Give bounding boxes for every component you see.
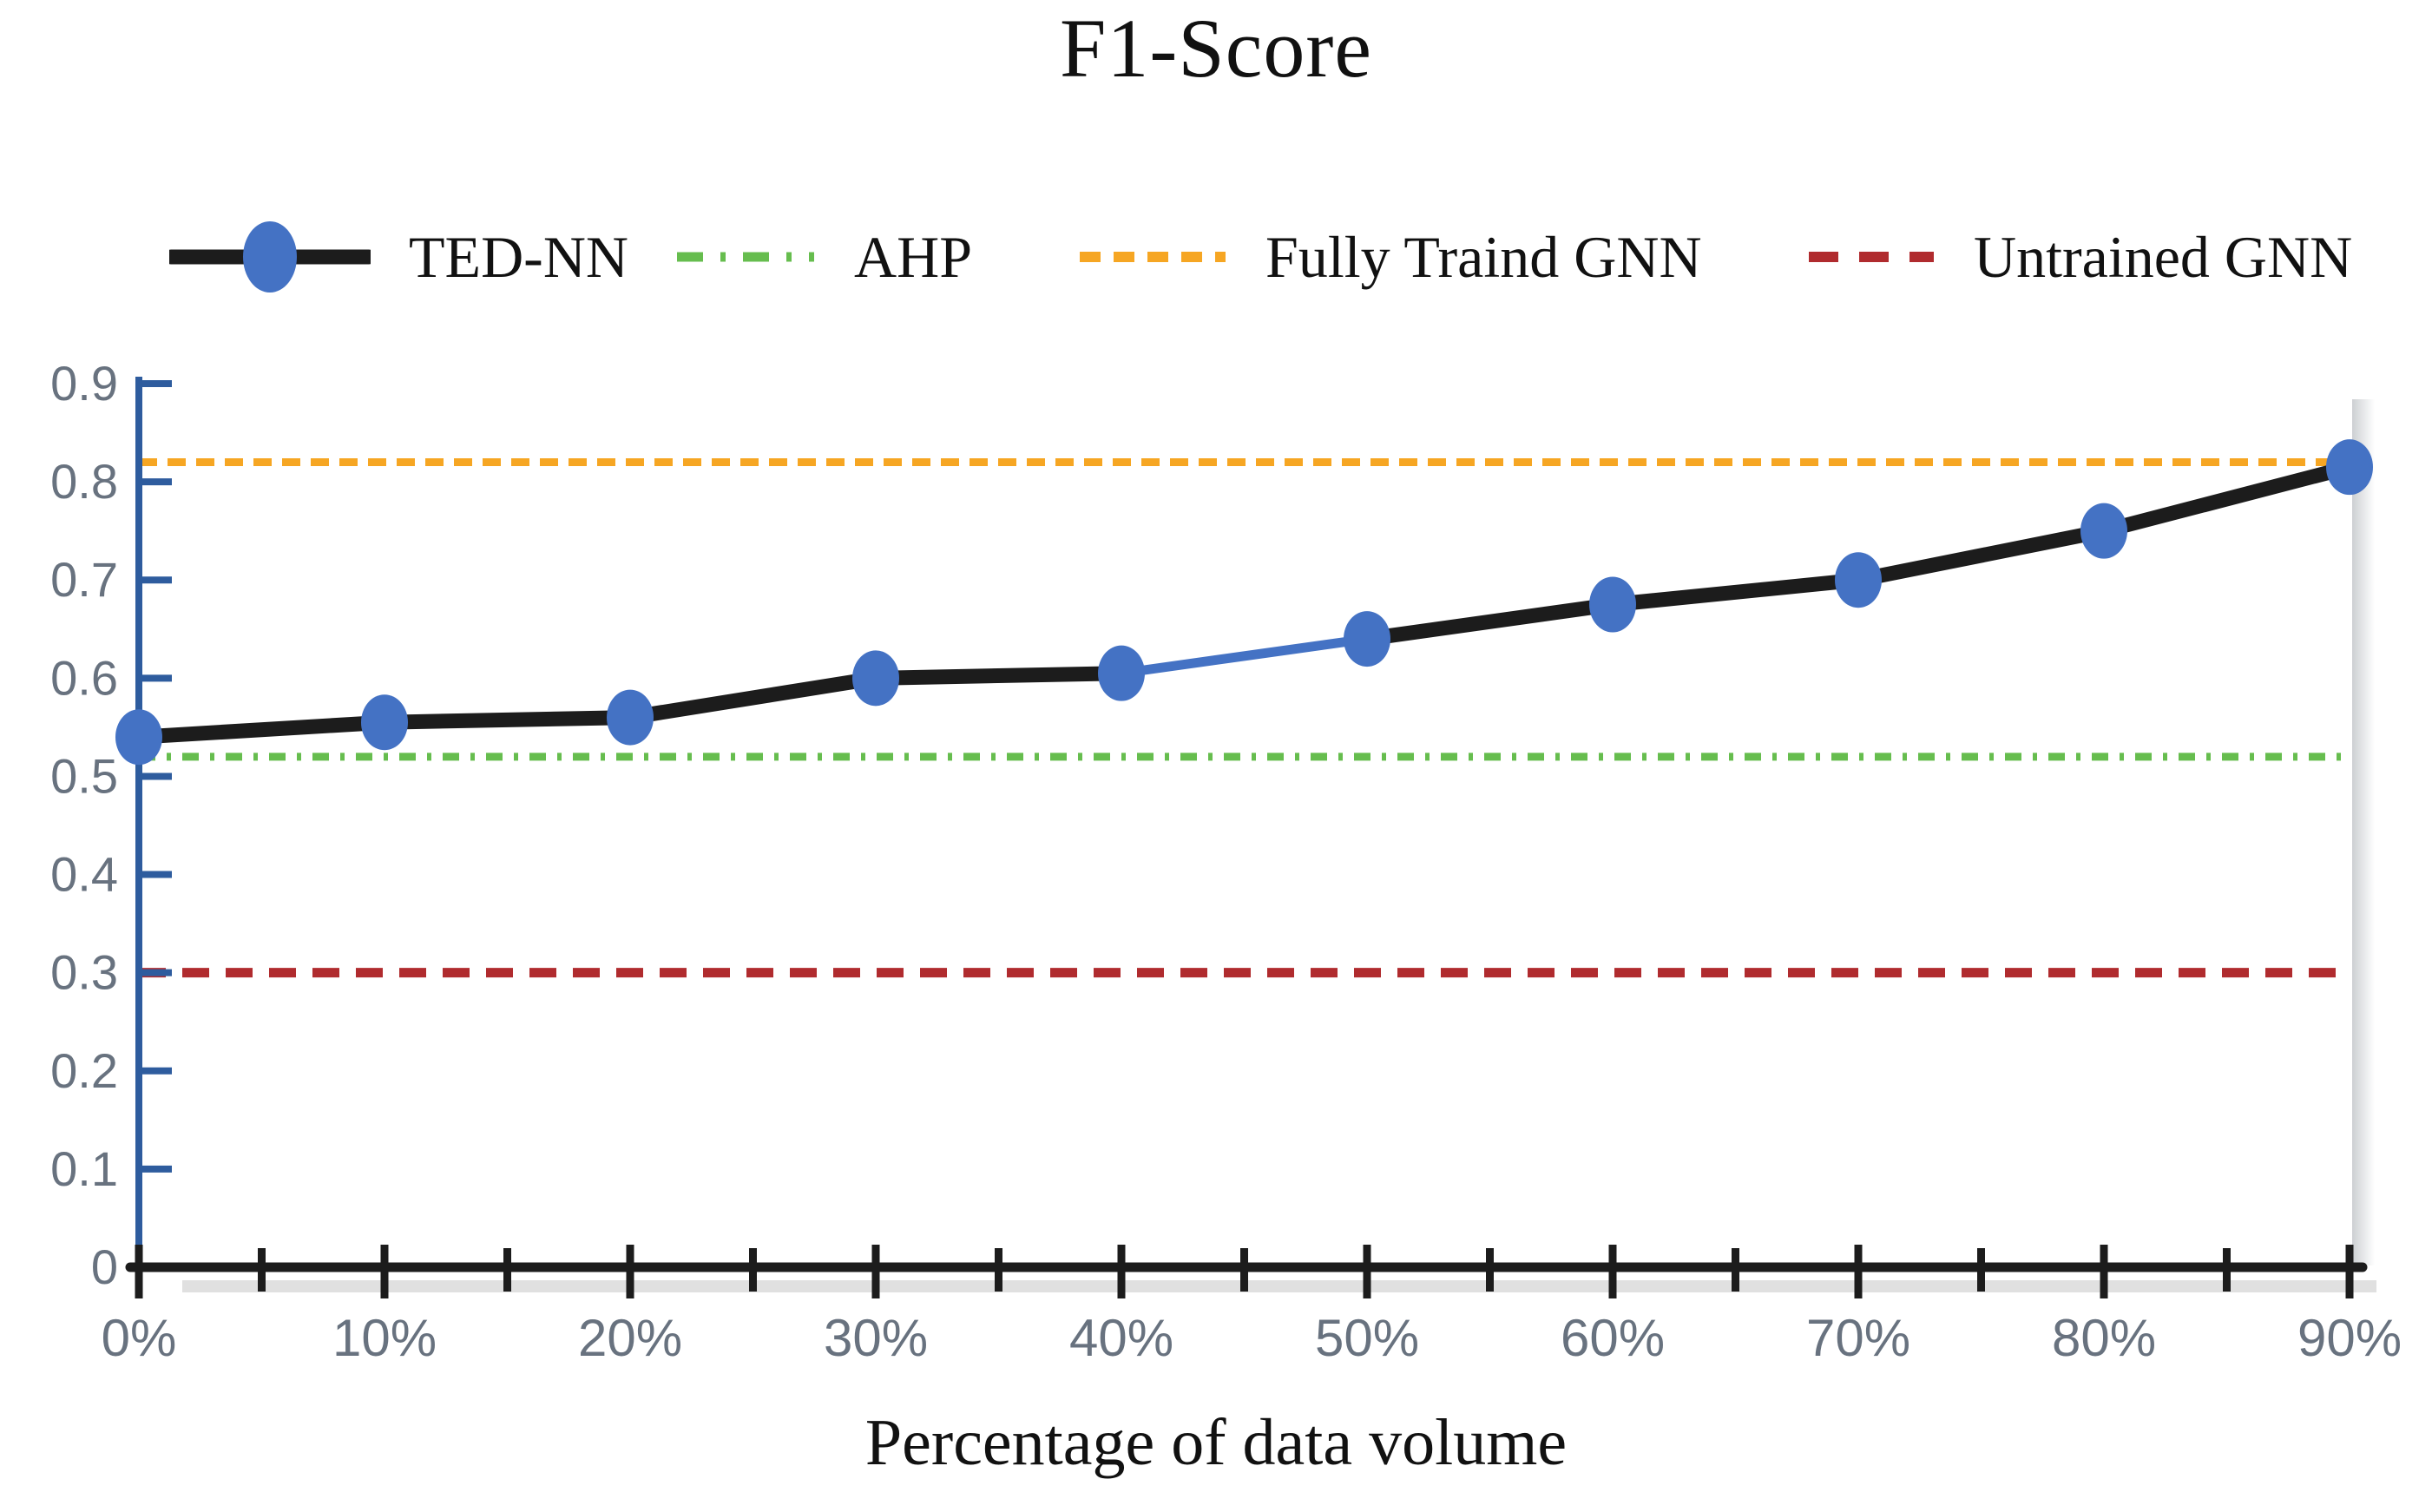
x-axis-title: Percentage of data volume [864, 1406, 1568, 1479]
legend-item-ted-nn: TED-NN [169, 215, 628, 299]
y-tick-label-8: 0.8 [50, 454, 118, 509]
ted-nn-point-4 [1098, 645, 1145, 701]
x-tick-label-4: 40% [1069, 1309, 1173, 1367]
ted-nn-point-0 [115, 709, 162, 766]
x-tick-label-3: 30% [824, 1309, 928, 1367]
y-tick-label-6: 0.6 [50, 650, 118, 705]
ted-nn-segment-6 [1605, 572, 1866, 612]
legend-marker-ahp-icon [677, 252, 814, 262]
plot-right-shadow [2352, 399, 2375, 1265]
legend-label-fully-traind-gnn: Fully Traind GNN [1265, 223, 1702, 290]
legend-marker-untrained-gnn-icon [1809, 252, 1934, 262]
chart-title: F1-Score [1060, 2, 1372, 95]
x-tick-label-9: 90% [2297, 1309, 2402, 1367]
legend-item-untrained-gnn: Untrained GNN [1807, 215, 2352, 299]
ted-nn-point-2 [607, 689, 654, 746]
y-tick-label-2: 0.2 [50, 1043, 118, 1098]
y-tick-label-5: 0.5 [50, 748, 118, 803]
ted-nn-segment-7 [1850, 523, 2112, 588]
legend-item-ahp: AHP [675, 215, 972, 299]
ted-nn-segment-3 [868, 666, 1129, 686]
legend-ted-nn-dot [243, 221, 297, 293]
ted-nn-point-1 [361, 694, 408, 751]
ted-nn-point-7 [1835, 552, 1882, 608]
x-tick-label-1: 10% [332, 1309, 437, 1367]
ted-nn-point-8 [2080, 503, 2127, 559]
ted-nn-point-6 [1589, 576, 1636, 633]
y-tick-label-7: 0.7 [50, 552, 118, 607]
ted-nn-segment-5 [1359, 597, 1620, 647]
legend-marker-fully-traind-gnn-icon [1080, 252, 1226, 262]
legend-label-ahp: AHP [854, 223, 973, 290]
ted-nn-point-5 [1344, 611, 1390, 667]
ted-nn-point-3 [852, 650, 899, 707]
x-tick-label-7: 70% [1806, 1309, 1910, 1367]
x-tick-label-8: 80% [2052, 1309, 2156, 1367]
x-tick-label-2: 20% [578, 1309, 682, 1367]
ted-nn-segment-8 [2096, 459, 2357, 539]
legend-marker-ted-nn-icon [169, 221, 371, 293]
legend-label-ted-nn: TED-NN [409, 223, 629, 290]
x-tick-label-0: 0% [102, 1309, 177, 1367]
y-tick-label-9: 0.9 [50, 356, 118, 411]
y-tick-label-1: 0.1 [50, 1141, 118, 1196]
ted-nn-segment-2 [622, 670, 884, 726]
legend-item-fully-traind-gnn: Fully Traind GNN [1078, 215, 1702, 299]
x-tick-label-6: 60% [1561, 1309, 1665, 1367]
legend: TED-NN AHP Fully Traind GNN Untrained GN… [0, 215, 2432, 299]
ted-nn-segment-0 [131, 714, 392, 745]
ted-nn-point-9 [2326, 439, 2373, 496]
y-tick-label-0: 0 [91, 1239, 118, 1294]
y-tick-label-3: 0.3 [50, 945, 118, 1000]
legend-label-untrained-gnn: Untrained GNN [1974, 223, 2353, 290]
ted-nn-segment-1 [377, 710, 638, 730]
x-tick-label-5: 50% [1315, 1309, 1419, 1367]
y-tick-label-4: 0.4 [50, 847, 118, 902]
ted-nn-segment-4 [1116, 634, 1372, 679]
